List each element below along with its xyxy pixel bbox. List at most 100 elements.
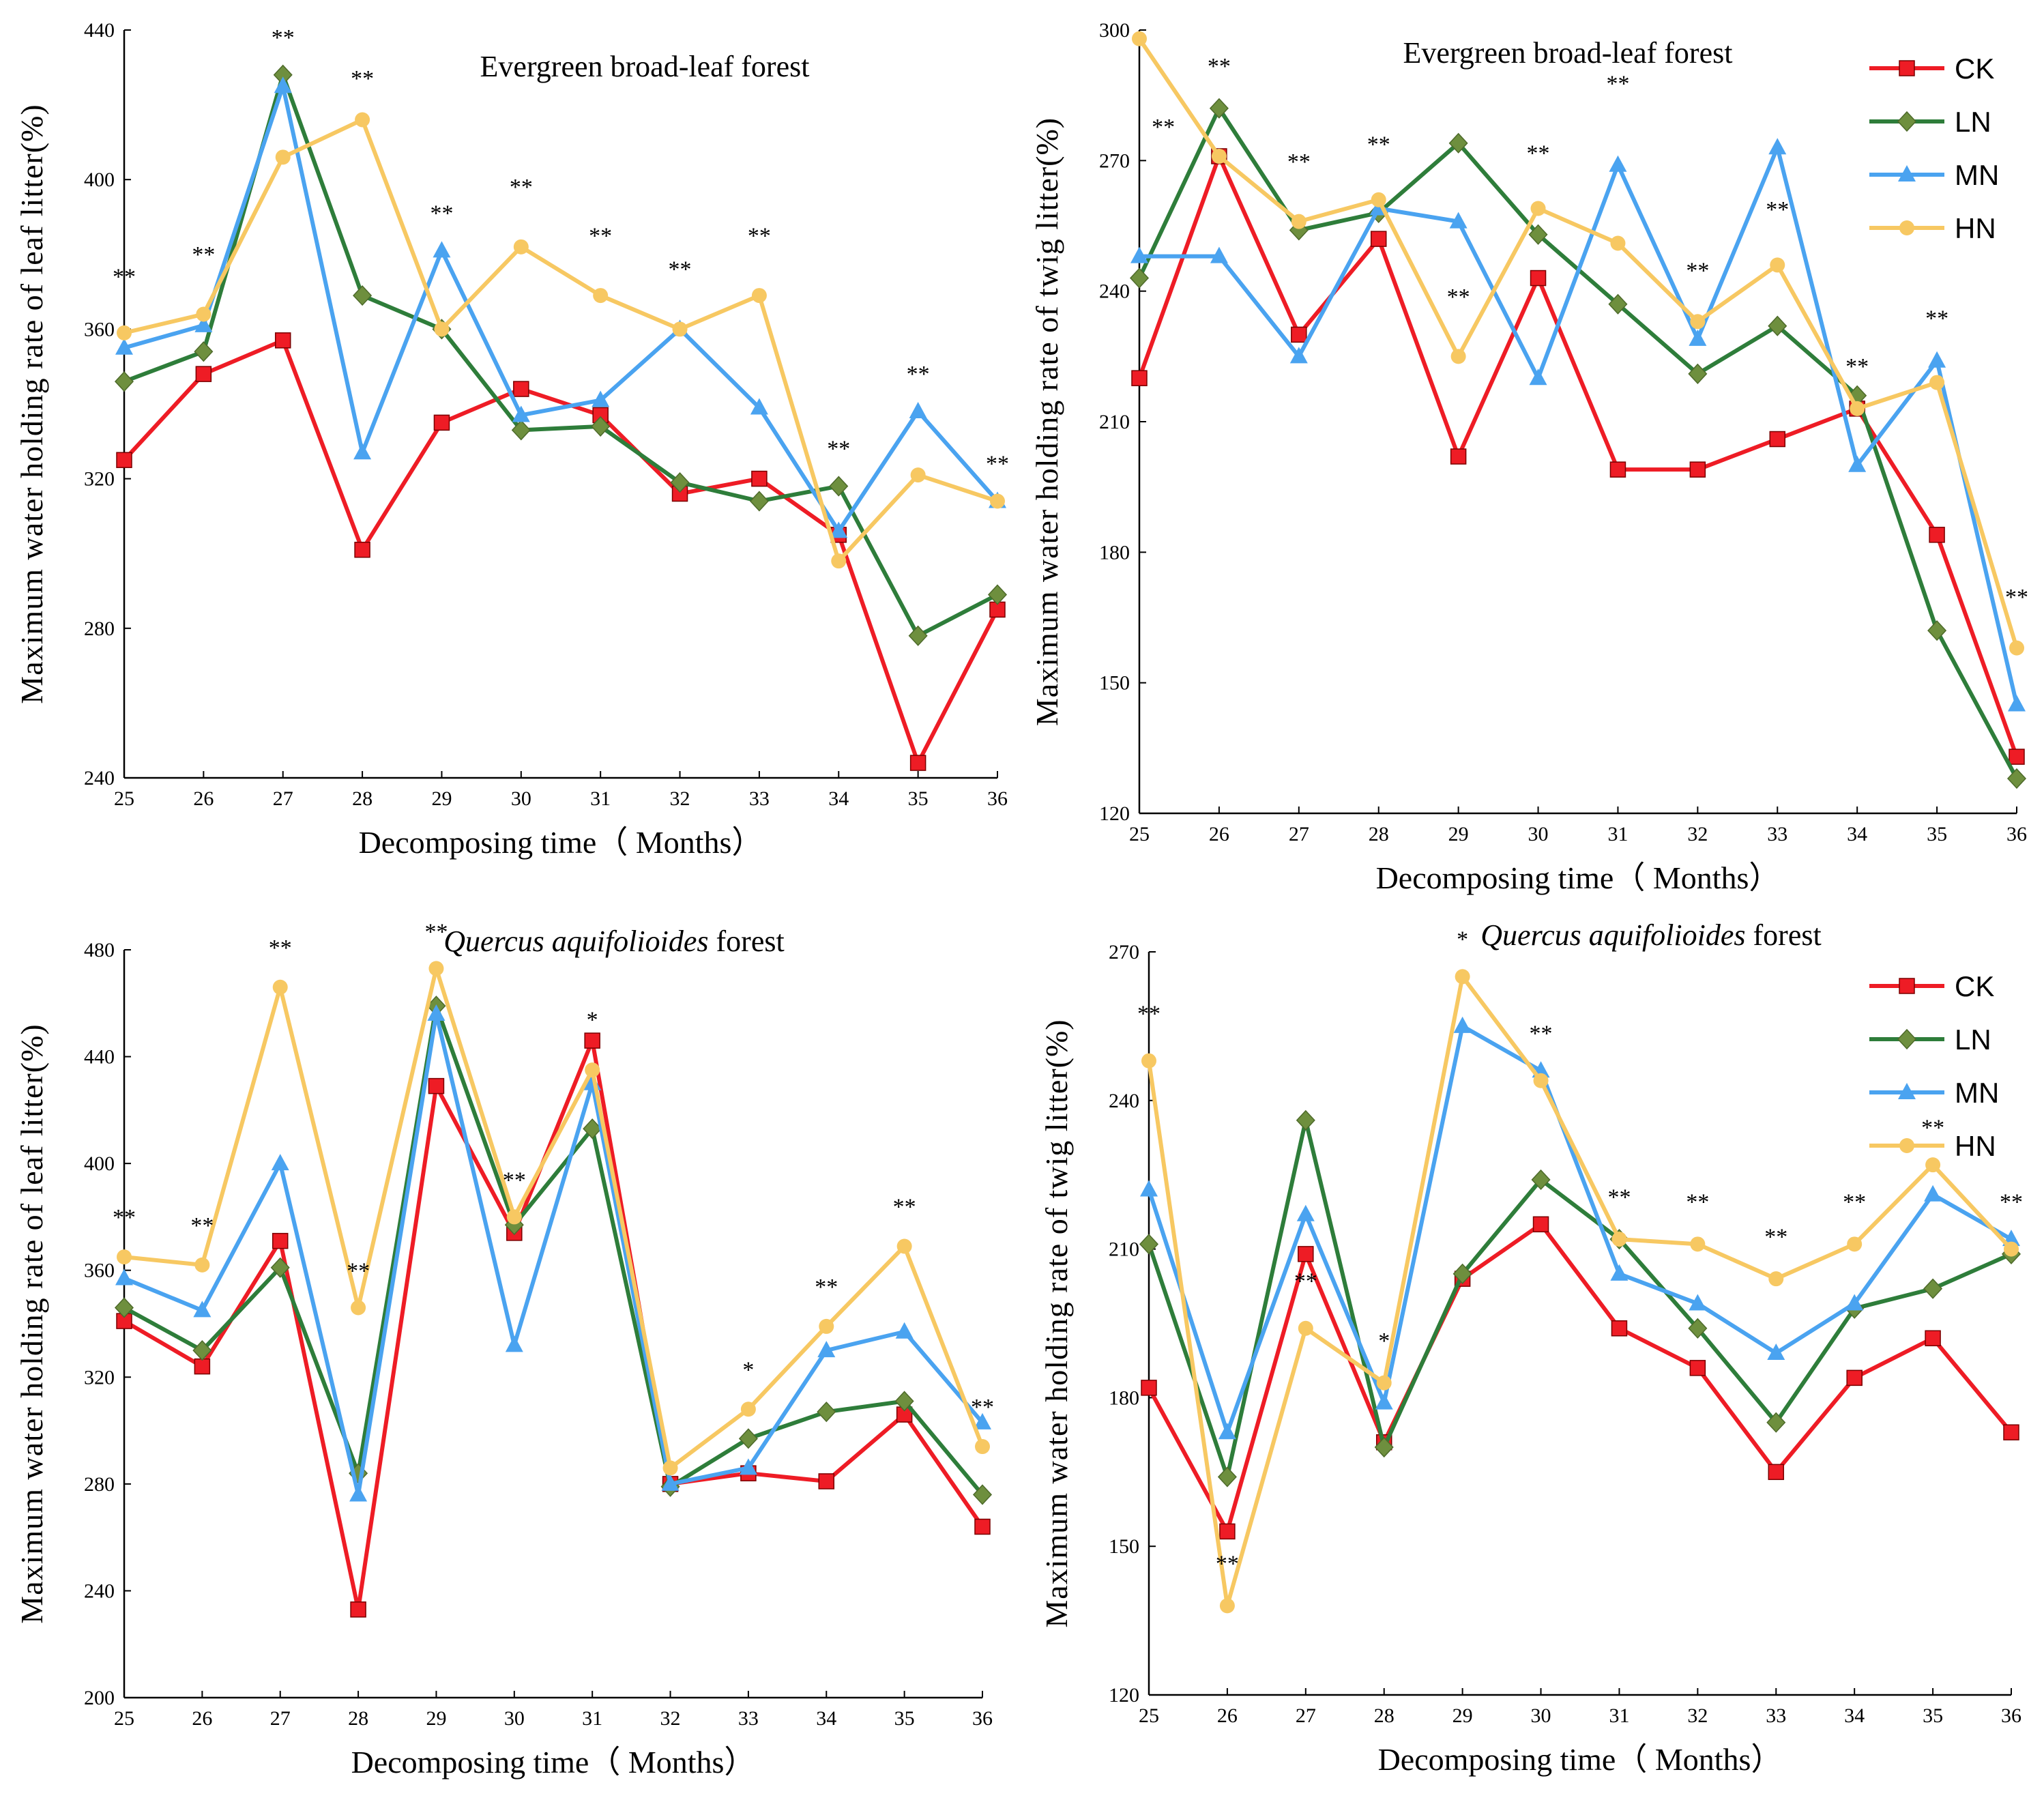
data-point-ck bbox=[1689, 1360, 1706, 1376]
x-tick-label: 28 bbox=[348, 1707, 368, 1730]
x-tick-label: 31 bbox=[582, 1707, 602, 1730]
data-point-mn bbox=[739, 1458, 757, 1475]
significance-mark: ** bbox=[269, 935, 292, 961]
significance-mark: ** bbox=[1152, 115, 1175, 140]
significance-mark: * bbox=[742, 1357, 754, 1382]
data-point-mn bbox=[909, 401, 927, 418]
data-point-ck bbox=[1689, 461, 1706, 478]
x-tick-label: 27 bbox=[273, 787, 293, 810]
significance-mark: ** bbox=[1137, 1002, 1160, 1027]
data-point-ck bbox=[1141, 1380, 1157, 1396]
significance-mark: ** bbox=[2000, 1190, 2023, 1215]
data-point-hn bbox=[1298, 1320, 1313, 1336]
data-point-ck bbox=[1846, 1369, 1863, 1386]
y-tick-label: 360 bbox=[84, 1260, 115, 1282]
significance-mark: ** bbox=[351, 66, 374, 91]
significance-mark: ** bbox=[827, 437, 850, 462]
y-tick-label: 360 bbox=[84, 318, 115, 340]
data-point-ck bbox=[272, 1232, 289, 1249]
x-tick-label: 25 bbox=[1129, 823, 1150, 845]
data-point-ln bbox=[1528, 224, 1548, 245]
y-tick-label: 180 bbox=[1109, 1386, 1139, 1409]
x-tick-label: 35 bbox=[894, 1707, 915, 1730]
y-tick-label: 120 bbox=[1099, 802, 1130, 825]
x-tick-label: 30 bbox=[1528, 823, 1549, 845]
data-point-ck bbox=[195, 366, 212, 382]
chart-title-rest: forest bbox=[1746, 918, 1822, 952]
data-point-ln bbox=[894, 1391, 914, 1412]
data-point-hn bbox=[1690, 314, 1706, 330]
series-line-ck bbox=[1147, 1222, 2013, 1534]
y-tick-label: 200 bbox=[84, 1687, 115, 1709]
data-point-mn bbox=[1689, 1294, 1707, 1311]
y-tick-label: 240 bbox=[84, 767, 115, 789]
data-point-mn bbox=[349, 1485, 368, 1502]
data-point-hn bbox=[1929, 375, 1945, 390]
significance-mark: ** bbox=[893, 1195, 916, 1220]
x-axis-label: Decomposing time（ Months） bbox=[1376, 860, 1781, 895]
data-point-mn bbox=[1924, 1185, 1942, 1202]
y-tick-label: 270 bbox=[1099, 149, 1130, 172]
data-point-ln bbox=[194, 341, 214, 362]
x-tick-label: 30 bbox=[1531, 1704, 1551, 1727]
data-point-hn bbox=[1376, 1375, 1392, 1391]
y-tick-label: 120 bbox=[1109, 1684, 1139, 1707]
data-point-ln bbox=[1448, 132, 1468, 154]
data-point-hn bbox=[275, 149, 291, 165]
data-point-mn bbox=[974, 1412, 991, 1429]
data-point-hn bbox=[1610, 235, 1626, 251]
significance-mark: ** bbox=[510, 175, 533, 200]
data-point-ck bbox=[1925, 1330, 1941, 1347]
y-axis-label: Maximum water holding rate of leaf litte… bbox=[14, 1023, 49, 1623]
data-point-mn bbox=[750, 398, 768, 415]
data-point-mn bbox=[1609, 155, 1627, 172]
y-tick-label: 210 bbox=[1109, 1238, 1139, 1261]
legend-marker-mn bbox=[1898, 1083, 1916, 1099]
x-tick-label: 35 bbox=[1927, 823, 1947, 845]
significance-mark: ** bbox=[272, 25, 295, 50]
significance-mark: ** bbox=[1527, 141, 1550, 166]
data-point-hn bbox=[1141, 1053, 1156, 1069]
series-line-ck bbox=[122, 338, 999, 766]
data-point-ln bbox=[1139, 1234, 1159, 1255]
data-point-mn bbox=[1296, 1204, 1315, 1221]
legend-label-hn: HN bbox=[1955, 1130, 1996, 1162]
data-point-mn bbox=[1375, 1393, 1393, 1410]
significance-mark: ** bbox=[1287, 149, 1311, 175]
data-point-ln bbox=[1923, 1278, 1943, 1299]
data-point-hn bbox=[434, 321, 450, 337]
data-point-ln bbox=[2006, 768, 2027, 789]
data-point-ck bbox=[428, 1077, 445, 1094]
data-point-mn bbox=[817, 1341, 836, 1358]
data-point-hn bbox=[672, 321, 688, 337]
series-line-mn bbox=[123, 1011, 984, 1497]
data-point-hn bbox=[593, 288, 609, 304]
data-point-mn bbox=[1928, 351, 1946, 368]
y-axis-label: Maximum water holding rate of twig litte… bbox=[1039, 1019, 1074, 1627]
x-axis-label: Decomposing time（ Months） bbox=[359, 825, 763, 860]
x-tick-label: 25 bbox=[114, 787, 134, 810]
y-tick-label: 320 bbox=[84, 468, 115, 491]
data-point-hn bbox=[506, 1209, 522, 1225]
significance-mark: ** bbox=[815, 1275, 838, 1300]
chart-title: Evergreen broad-leaf forest bbox=[480, 50, 810, 83]
data-point-mn bbox=[427, 1004, 446, 1021]
legend-label-ln: LN bbox=[1955, 1023, 1991, 1056]
data-point-mn bbox=[895, 1322, 914, 1339]
y-tick-label: 280 bbox=[84, 1473, 115, 1496]
data-point-mn bbox=[353, 443, 372, 460]
data-point-mn bbox=[433, 241, 451, 258]
data-point-hn bbox=[1925, 1157, 1941, 1173]
legend-marker-ck bbox=[1899, 978, 1915, 994]
series-line-hn bbox=[1147, 974, 2013, 1608]
significance-mark: ** bbox=[1216, 1552, 1239, 1577]
significance-mark: ** bbox=[2005, 585, 2028, 610]
y-tick-label: 440 bbox=[84, 1046, 115, 1069]
y-tick-label: 300 bbox=[1099, 19, 1130, 42]
significance-mark: ** bbox=[986, 452, 1009, 477]
x-tick-label: 32 bbox=[1687, 1704, 1708, 1727]
series-line-ln bbox=[1147, 1118, 2013, 1479]
data-point-hn bbox=[819, 1318, 834, 1334]
data-point-hn bbox=[428, 961, 444, 976]
